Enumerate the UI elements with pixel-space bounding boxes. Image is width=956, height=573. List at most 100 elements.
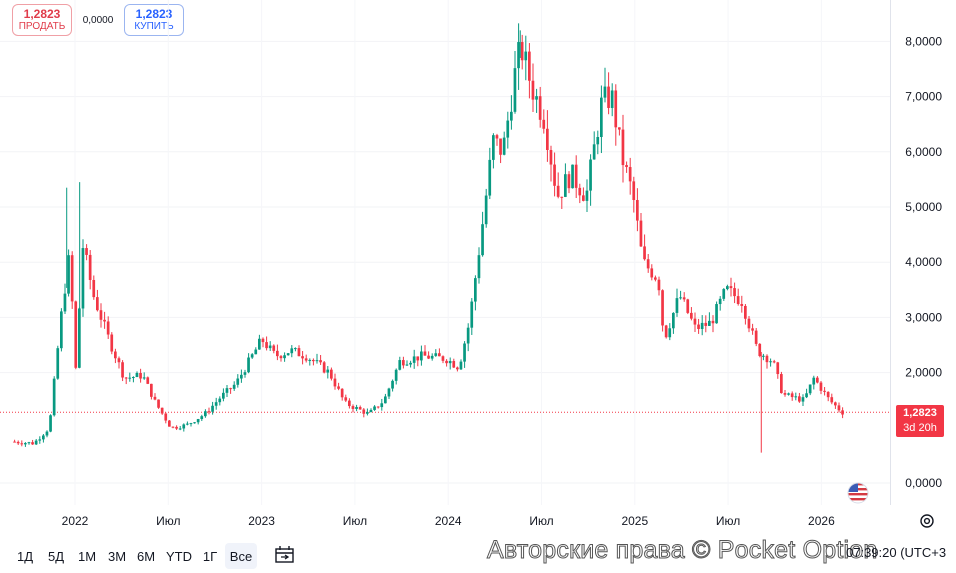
range-1d[interactable]: 1Д [16, 548, 34, 564]
price-chart[interactable]: 8,0000 7,0000 6,0000 5,0000 4,0000 3,0000 2,00… [0, 0, 956, 537]
current-price-tag: 1,2823 3d 20h [896, 405, 944, 437]
current-price-value: 1,2823 [903, 407, 937, 419]
gear-icon[interactable] [918, 512, 936, 535]
candle-body [736, 296, 740, 305]
range-1y[interactable]: 1Г [202, 548, 218, 564]
candle-body [733, 288, 736, 297]
candle-body [549, 150, 553, 165]
candle-body [391, 380, 394, 389]
candle-body [675, 298, 679, 313]
candle-body [268, 345, 272, 349]
candle-body [639, 220, 643, 247]
candle-body [744, 305, 747, 319]
candle-body [279, 356, 283, 359]
candle-body [362, 409, 366, 414]
candle-body [376, 406, 380, 408]
candle-body [207, 411, 211, 413]
range-1m[interactable]: 1М [77, 548, 97, 564]
candle-body [632, 181, 636, 201]
range-5d[interactable]: 5Д [47, 548, 65, 564]
candle-body [326, 369, 330, 373]
candle-body [805, 393, 808, 398]
range-3m[interactable]: 3М [107, 548, 127, 564]
candle-body [204, 411, 207, 417]
candle-body [240, 374, 243, 379]
us-flag-icon[interactable] [847, 482, 869, 509]
candle-body [261, 338, 265, 343]
candle-body [384, 396, 387, 404]
candle-body [423, 351, 427, 356]
range-ytd[interactable]: YTD [166, 548, 192, 564]
candle-body [222, 392, 225, 399]
candle-body [542, 119, 546, 129]
sell-price: 1,2823 [23, 6, 61, 21]
candle-body [546, 128, 549, 151]
candle-body [106, 321, 110, 335]
candle-body [70, 255, 74, 302]
candle-body [646, 259, 650, 269]
candle-body [758, 343, 762, 357]
copyright-watermark: Авторские права © Pocket Option [486, 536, 878, 565]
candle-body [20, 443, 24, 445]
candle-body [794, 396, 798, 398]
x-tick-label: 2022 [62, 514, 89, 528]
candle-body [99, 310, 103, 320]
range-6m[interactable]: 6М [136, 548, 156, 564]
candle-body [618, 127, 621, 130]
candle-body [466, 327, 470, 344]
candle-body [621, 129, 625, 166]
candle-body [333, 378, 337, 387]
chart-grid [0, 40, 890, 484]
y-tick-label: 6,0000 [905, 145, 942, 159]
candle-body [524, 51, 528, 61]
x-tick-label: 2024 [435, 514, 462, 528]
candle-body [416, 356, 420, 361]
candle-body [682, 297, 686, 300]
buy-button[interactable]: 1,2823 КУПИТЬ [124, 4, 184, 36]
x-tick-label: Июл [716, 514, 740, 528]
candle-body [358, 407, 362, 410]
candle-body [34, 440, 38, 445]
candle-body [448, 361, 452, 364]
candle-body [754, 330, 758, 344]
candle-body [387, 388, 391, 397]
candle-body [762, 355, 765, 357]
candle-body [243, 372, 247, 375]
candle-body [776, 362, 780, 375]
candle-body [625, 165, 628, 168]
candle-countdown: 3d 20h [903, 422, 937, 434]
candle-body [402, 360, 405, 366]
candle-body [582, 195, 585, 201]
candle-body [812, 377, 816, 385]
candle-body [355, 407, 358, 409]
buy-label: КУПИТЬ [134, 20, 174, 32]
candle-body [229, 388, 232, 390]
candle-body [589, 159, 592, 191]
candle-body [672, 312, 675, 329]
clock-readout: 07:39:20 (UTC+3 [846, 545, 947, 560]
candle-body [560, 196, 564, 198]
candle-body [250, 354, 254, 358]
candle-body [718, 298, 722, 305]
candle-body [470, 301, 474, 328]
candle-body [304, 358, 308, 361]
candle-body [441, 356, 445, 361]
candle-body [531, 80, 535, 100]
y-tick-label: 3,0000 [905, 310, 942, 324]
candle-body [535, 96, 538, 100]
candle-body [474, 278, 477, 302]
candle-body [135, 372, 139, 378]
candle-body [92, 279, 96, 298]
candle-body [150, 383, 153, 397]
candle-body [841, 410, 844, 415]
x-tick-label: 2025 [621, 514, 648, 528]
candle-body [783, 393, 787, 395]
compare-icon[interactable] [274, 545, 296, 570]
price-axis-separator [890, 0, 891, 505]
candle-body [56, 348, 60, 379]
range-all[interactable]: Все [225, 543, 257, 569]
candle-body [459, 361, 463, 370]
candle-body [196, 419, 200, 423]
sell-button[interactable]: 1,2823 ПРОДАТЬ [12, 4, 72, 36]
candle-body [747, 318, 751, 329]
